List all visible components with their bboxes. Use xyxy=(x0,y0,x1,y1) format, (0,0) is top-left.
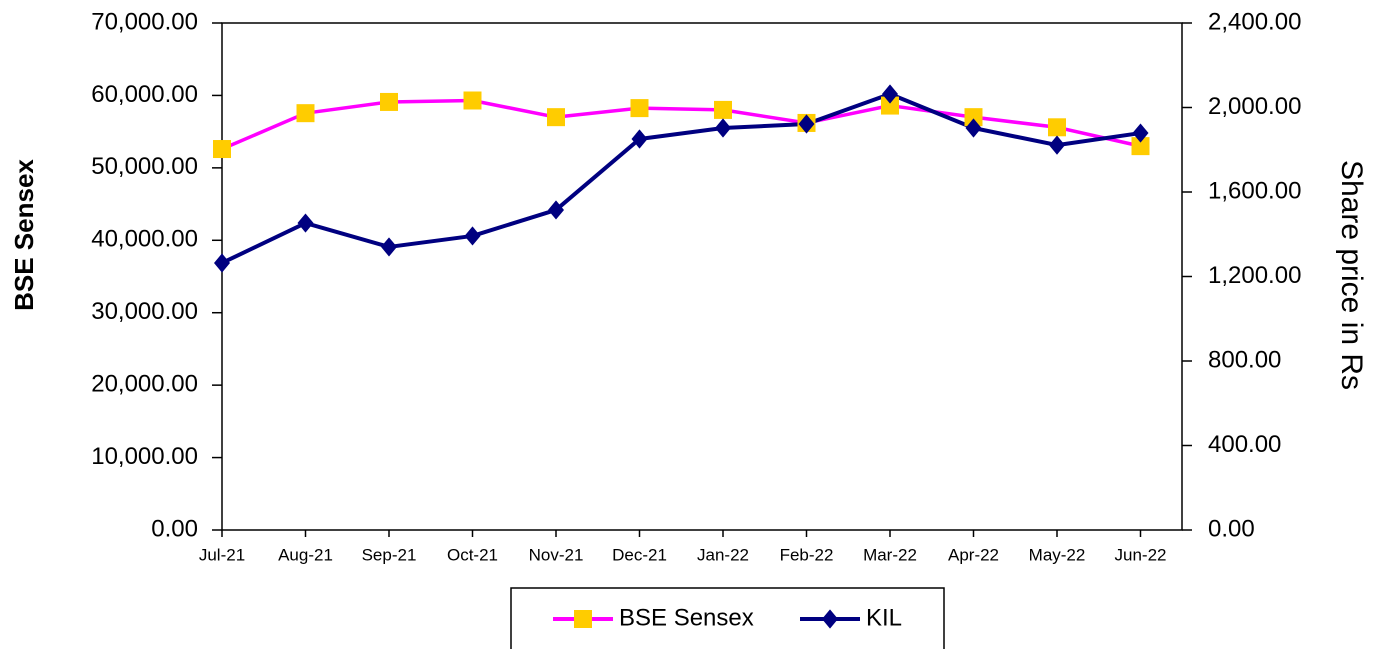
y2-tick-label: 2,000.00 xyxy=(1208,93,1301,120)
data-point xyxy=(296,104,315,123)
y2-tick-label: 400.00 xyxy=(1208,431,1281,458)
y2-tick-label: 800.00 xyxy=(1208,346,1281,373)
data-point xyxy=(547,108,565,127)
y-tick-label: 60,000.00 xyxy=(91,81,198,108)
y-tick-label: 50,000.00 xyxy=(91,153,198,180)
y2-axis-title: Share price in Rs xyxy=(1335,160,1368,390)
plot-area xyxy=(221,22,1183,531)
data-point xyxy=(1131,137,1150,156)
legend-marker xyxy=(822,609,838,629)
data-point xyxy=(715,118,731,138)
x-tick-label: Feb-22 xyxy=(780,545,834,564)
y-tick-label: 20,000.00 xyxy=(91,370,198,397)
x-tick-label: Jan-22 xyxy=(697,545,749,564)
y-tick-label: 0.00 xyxy=(151,515,198,542)
legend-label: BSE Sensex xyxy=(619,604,754,631)
data-point xyxy=(213,140,231,159)
x-tick-label: Oct-21 xyxy=(447,545,498,564)
y-tick-label: 40,000.00 xyxy=(91,226,198,253)
x-tick-label: Jun-22 xyxy=(1115,545,1167,564)
data-point xyxy=(882,84,898,104)
y2-tick-label: 2,400.00 xyxy=(1208,8,1301,35)
x-tick-label: Dec-21 xyxy=(612,545,667,564)
x-tick-label: May-22 xyxy=(1029,545,1086,564)
data-point xyxy=(463,91,482,110)
data-point xyxy=(965,118,982,138)
x-tick-label: Aug-21 xyxy=(278,545,333,564)
y2-tick-label: 0.00 xyxy=(1208,515,1255,542)
data-point xyxy=(381,237,397,257)
y-tick-label: 30,000.00 xyxy=(91,298,198,325)
x-tick-label: Apr-22 xyxy=(948,545,999,564)
data-point xyxy=(1049,135,1065,155)
x-tick-label: Jul-21 xyxy=(199,545,245,564)
data-point xyxy=(214,253,230,273)
x-tick-label: Nov-21 xyxy=(529,545,584,564)
data-point xyxy=(464,226,481,246)
data-point xyxy=(1048,118,1066,137)
x-tick-label: Mar-22 xyxy=(863,545,917,564)
data-point xyxy=(297,213,314,233)
y2-tick-label: 1,200.00 xyxy=(1208,262,1301,289)
legend-marker xyxy=(574,610,592,628)
data-point xyxy=(548,200,564,220)
data-point xyxy=(631,129,648,149)
y-axis-title: BSE Sensex xyxy=(9,159,39,311)
data-point xyxy=(1132,123,1149,143)
series-line xyxy=(221,91,1141,265)
data-point xyxy=(881,96,899,115)
x-tick-label: Sep-21 xyxy=(362,545,417,564)
data-point xyxy=(798,114,815,134)
data-point xyxy=(380,92,398,111)
y-tick-label: 70,000.00 xyxy=(91,8,198,35)
data-point xyxy=(714,100,732,119)
data-point xyxy=(630,99,649,118)
series-line xyxy=(221,98,1141,151)
y2-tick-label: 1,600.00 xyxy=(1208,177,1301,204)
legend-label: KIL xyxy=(866,604,902,631)
y-tick-label: 10,000.00 xyxy=(91,443,198,470)
data-point xyxy=(964,108,983,127)
